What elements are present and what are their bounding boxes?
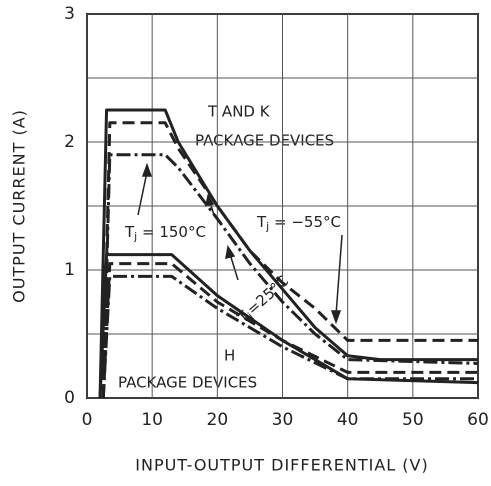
data-line (101, 153, 479, 399)
annotation: H (224, 347, 235, 365)
data-line (98, 108, 478, 399)
x-tick-label: 60 (467, 410, 489, 430)
annotation: Tj = −55°C (256, 213, 341, 234)
data-line (101, 121, 478, 399)
x-tick-label: 50 (402, 410, 424, 430)
x-tick-label: 40 (337, 410, 359, 430)
y-tick-label: 3 (64, 4, 75, 24)
x-tick-label: 30 (272, 410, 294, 430)
annotation: Tj = 150°C (124, 223, 206, 244)
x-tick-label: 0 (82, 410, 93, 430)
annotation: PACKAGE DEVICES (195, 132, 334, 150)
y-tick-label: 2 (64, 132, 75, 152)
y-tick-label: 1 (64, 260, 75, 280)
annotation: T AND K (207, 103, 271, 121)
x-tick-label: 20 (207, 410, 229, 430)
arrows (137, 162, 343, 325)
data-line (101, 274, 478, 399)
x-tick-label: 10 (141, 410, 163, 430)
annotation: PACKAGE DEVICES (118, 374, 257, 392)
data-line (101, 262, 478, 399)
y-axis-label: OUTPUT CURRENT (A) (10, 109, 29, 303)
y-tick-label: 0 (64, 388, 75, 408)
x-axis-label: INPUT-OUTPUT DIFFERENTIAL (V) (135, 456, 428, 475)
